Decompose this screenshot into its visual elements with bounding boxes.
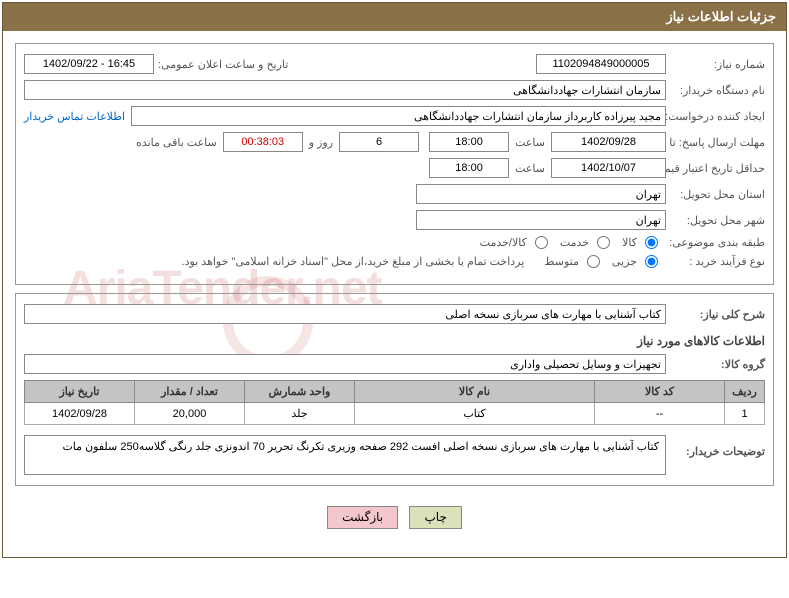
buyer-org-field: سازمان انتشارات جهاددانشگاهی — [24, 80, 666, 100]
radio-partial-label: جزیی — [612, 255, 637, 268]
validity-label: حداقل تاریخ اعتبار قیمت: تا تاریخ: — [670, 162, 765, 175]
radio-partial[interactable] — [645, 255, 658, 268]
print-button[interactable]: چاپ — [409, 506, 461, 529]
group-field: تجهیزات و وسایل تحصیلی واداری — [24, 354, 666, 374]
radio-goods-label: کالا — [622, 236, 637, 249]
page-title: جزئیات اطلاعات نیاز — [3, 3, 786, 31]
days-field: 6 — [339, 132, 419, 152]
process-radio-group: جزیی متوسط — [544, 255, 666, 268]
goods-section-title: اطلاعات کالاهای مورد نیاز — [24, 334, 765, 348]
radio-medium-label: متوسط — [544, 255, 579, 268]
notes-field: کتاب آشنایی با مهارت های سربازی نسخه اصل… — [24, 435, 666, 475]
desc-field: کتاب آشنایی با مهارت های سربازی نسخه اصل… — [24, 304, 666, 324]
need-number-field: 1102094849000005 — [536, 54, 666, 74]
radio-service-label: خدمت — [560, 236, 589, 249]
process-label: نوع فرآیند خرید : — [670, 255, 765, 268]
time-label-2: ساعت — [515, 162, 545, 175]
desc-label: شرح کلی نیاز: — [670, 308, 765, 321]
days-label: روز و — [309, 136, 333, 149]
city-label: شهر محل تحویل: — [670, 214, 765, 227]
city-field: تهران — [416, 210, 666, 230]
radio-service[interactable] — [597, 236, 610, 249]
announce-field: 1402/09/22 - 16:45 — [24, 54, 154, 74]
time-label-1: ساعت — [515, 136, 545, 149]
th-date: تاریخ نیاز — [25, 381, 135, 403]
cell-date: 1402/09/28 — [25, 403, 135, 425]
validity-date-field: 1402/10/07 — [551, 158, 666, 178]
radio-medium[interactable] — [587, 255, 600, 268]
creator-label: ایجاد کننده درخواست: — [670, 110, 765, 123]
th-idx: ردیف — [725, 381, 765, 403]
notes-label: توضیحات خریدار: — [670, 445, 765, 458]
th-unit: واحد شمارش — [245, 381, 355, 403]
deadline-date-field: 1402/09/28 — [551, 132, 666, 152]
province-label: استان محل تحویل: — [670, 188, 765, 201]
cell-name: کتاب — [355, 403, 595, 425]
radio-goods[interactable] — [645, 236, 658, 249]
category-radio-group: کالا خدمت کالا/خدمت — [480, 236, 666, 249]
need-number-label: شماره نیاز: — [670, 58, 765, 71]
back-button[interactable]: بازگشت — [327, 506, 398, 529]
group-label: گروه کالا: — [670, 358, 765, 371]
contact-link[interactable]: اطلاعات تماس خریدار — [24, 110, 125, 123]
timer-field: 00:38:03 — [223, 132, 303, 152]
cell-idx: 1 — [725, 403, 765, 425]
process-note: پرداخت تمام یا بخشی از مبلغ خرید،از محل … — [182, 255, 525, 268]
remaining-label: ساعت باقی مانده — [136, 136, 217, 149]
items-table: ردیف کد کالا نام کالا واحد شمارش تعداد /… — [24, 380, 765, 425]
deadline-label: مهلت ارسال پاسخ: تا تاریخ: — [670, 136, 765, 149]
radio-both[interactable] — [535, 236, 548, 249]
buyer-org-label: نام دستگاه خریدار: — [670, 84, 765, 97]
th-qty: تعداد / مقدار — [135, 381, 245, 403]
table-row: 1 -- کتاب جلد 20,000 1402/09/28 — [25, 403, 765, 425]
th-code: کد کالا — [595, 381, 725, 403]
radio-both-label: کالا/خدمت — [480, 236, 527, 249]
cell-unit: جلد — [245, 403, 355, 425]
announce-label: تاریخ و ساعت اعلان عمومی: — [158, 58, 288, 71]
th-name: نام کالا — [355, 381, 595, 403]
validity-time-field: 18:00 — [429, 158, 509, 178]
creator-field: مجید پیرزاده کاربرداز سازمان انتشارات جه… — [131, 106, 666, 126]
cell-code: -- — [595, 403, 725, 425]
category-label: طبقه بندی موضوعی: — [670, 236, 765, 249]
cell-qty: 20,000 — [135, 403, 245, 425]
province-field: تهران — [416, 184, 666, 204]
deadline-time-field: 18:00 — [429, 132, 509, 152]
